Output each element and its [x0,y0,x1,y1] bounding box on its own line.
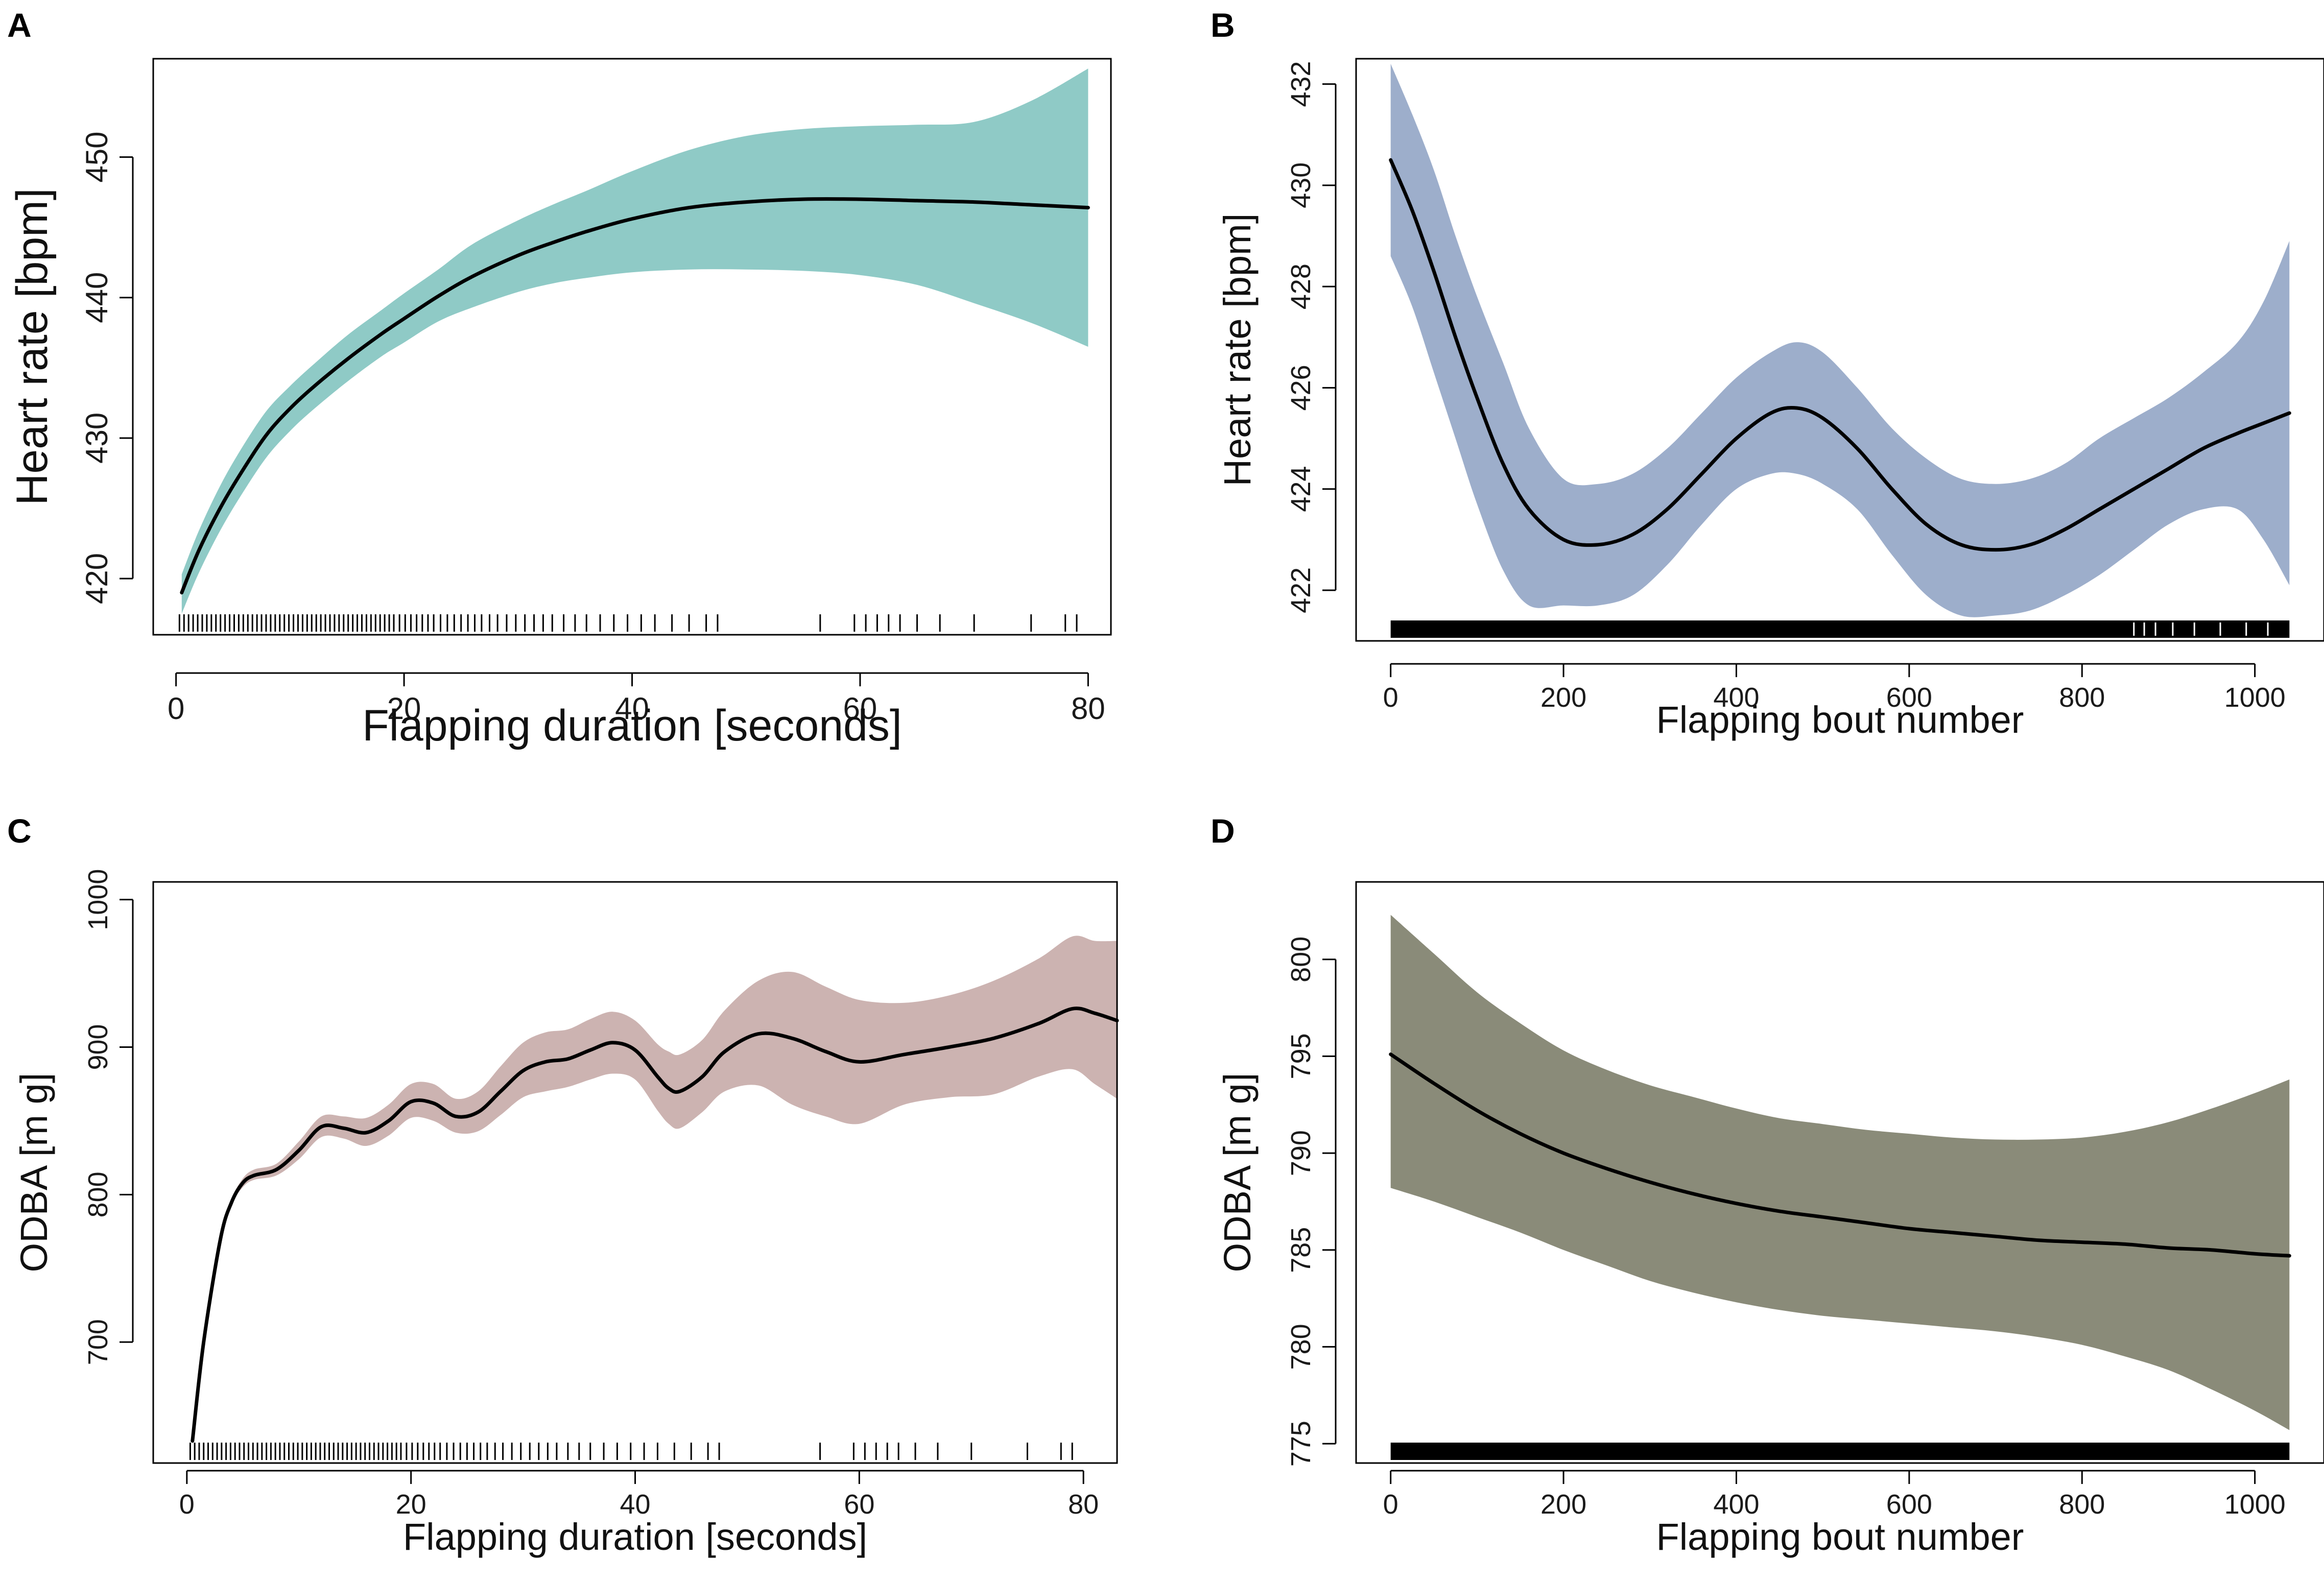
panel-a-letter: A [7,6,32,44]
panel-b: 0 200 400 600 800 1000 422 424 426 428 430 432 Fla… [1216,58,2324,741]
fit-curve [1389,1052,2291,1258]
x-tick-label: 80 [1071,691,1105,726]
x-axis-title: Flapping bout number [1656,699,2024,741]
confidence-band [1390,63,2290,617]
x-axis-title: Flapping duration [seconds] [403,1516,867,1558]
x-tick-label: 40 [615,691,649,726]
x-tick-label: 800 [2059,682,2105,713]
plot-frame [152,881,1118,1464]
x-tick-label: 60 [844,1489,874,1520]
fit-line [1389,158,2291,552]
y-tick-label: 428 [1286,264,1316,309]
y-axis-title: Heart rate [bpm] [8,188,57,505]
y-tick-label: 795 [1286,1033,1316,1079]
rug-bar [1390,1443,2290,1460]
y-tick-label: 430 [80,413,114,464]
y-axis: 420 430 440 450 [80,132,134,604]
y-tick-label: 430 [1286,162,1316,208]
fit-curve [1389,158,2291,552]
x-tick-label: 0 [1383,682,1398,713]
confidence-band-area [181,68,1088,614]
x-axis-title: Flapping bout number [1656,1516,2024,1558]
y-tick-label: 700 [83,1319,113,1365]
panel-d-letter: D [1211,812,1235,850]
confidence-band-area [1390,63,2290,617]
rug-marks [189,1443,1073,1460]
y-tick-label: 800 [83,1171,113,1217]
y-tick-label: 422 [1286,567,1316,613]
y-axis: 700 800 900 1000 [83,869,134,1365]
x-tick-label: 400 [1713,1489,1759,1520]
y-axis-title: ODBA [m g] [1216,1073,1259,1273]
y-tick-label: 780 [1286,1324,1316,1370]
confidence-band [192,936,1117,1441]
y-tick-label: 800 [1286,937,1316,983]
rug-marks [1390,620,2290,638]
y-tick-label: 432 [1286,61,1316,107]
x-tick-label: 600 [1886,682,1932,713]
x-tick-label: 400 [1713,682,1759,713]
x-tick-label: 200 [1540,1489,1586,1520]
rug-marks [1390,1443,2290,1460]
x-tick-label: 80 [1068,1489,1099,1520]
rug-bar [1390,620,2290,638]
confidence-band [181,68,1088,614]
y-tick-label: 426 [1286,365,1316,411]
fit-line [191,1007,1119,1443]
plot-frame [1355,58,2324,642]
y-tick-label: 420 [80,553,114,604]
plot-frame [152,58,1112,636]
x-tick-label: 0 [179,1489,195,1520]
fit-line [1389,1052,2291,1258]
y-tick-label: 424 [1286,466,1316,512]
x-axis: 0 200 400 600 800 1000 [1383,1470,2286,1520]
x-axis: 0 20 40 60 80 [168,672,1105,726]
x-tick-label: 40 [620,1489,650,1520]
x-tick-label: 0 [1383,1489,1398,1520]
x-tick-label: 0 [168,691,184,726]
panel-b-letter: B [1211,6,1235,44]
x-tick-label: 20 [396,1489,426,1520]
x-tick-label: 800 [2059,1489,2105,1520]
x-axis: 0 200 400 600 800 1000 [1383,663,2286,713]
fit-curve [180,197,1090,594]
y-tick-label: 785 [1286,1227,1316,1273]
panel-a: 0 20 40 60 80 420 430 440 450 Flapping duration… [8,58,1112,750]
y-tick-label: 900 [83,1024,113,1070]
y-tick-label: 790 [1286,1130,1316,1176]
x-axis: 0 20 40 60 80 [179,1470,1099,1520]
x-axis-title: Flapping duration [seconds] [362,701,902,750]
y-axis: 422 424 426 428 430 432 [1286,61,1337,613]
y-axis: 775 780 785 790 795 800 [1286,937,1337,1467]
y-axis-title: Heart rate [bpm] [1216,213,1259,487]
y-tick-label: 440 [80,272,114,323]
confidence-band-area [192,936,1117,1441]
y-axis-title: ODBA [m g] [13,1073,55,1273]
plot-frame [1355,881,2324,1464]
panel-c-letter: C [7,812,32,850]
confidence-band-area [1390,915,2290,1430]
fit-line [180,197,1090,594]
x-tick-label: 200 [1540,682,1586,713]
x-tick-label: 60 [843,691,878,726]
x-tick-label: 1000 [2224,1489,2286,1520]
y-tick-label: 450 [80,132,114,183]
rug-marks [178,614,1078,632]
y-tick-label: 775 [1286,1421,1316,1467]
panel-d: 0 200 400 600 800 1000 775 780 785 790 795 800 Fla… [1216,881,2324,1558]
panel-c: 0 20 40 60 80 700 800 900 1000 Flapping duratio… [13,869,1119,1558]
x-tick-label: 1000 [2224,682,2286,713]
x-tick-label: 600 [1886,1489,1932,1520]
confidence-band [1390,915,2290,1430]
x-tick-label: 20 [387,691,421,726]
fit-curve [191,1007,1119,1443]
y-tick-label: 1000 [83,869,113,930]
